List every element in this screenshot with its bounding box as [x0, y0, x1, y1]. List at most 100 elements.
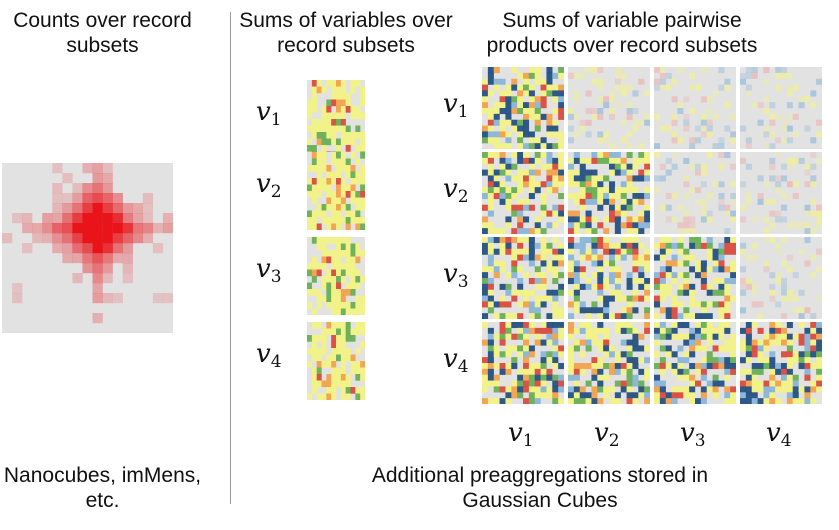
heatmap-cell: [552, 357, 559, 364]
heatmap-cell: [654, 363, 661, 370]
heatmap-cell: [326, 387, 332, 394]
heatmap-cell: [706, 193, 713, 200]
heatmap-cell: [769, 289, 776, 296]
heatmap-cell: [585, 157, 592, 164]
heatmap-cell: [316, 361, 322, 368]
heatmap-cell: [683, 278, 690, 285]
heatmap-cell: [568, 254, 575, 261]
heatmap-cell: [528, 248, 535, 255]
heatmap-cell: [671, 254, 678, 261]
heatmap-cell: [360, 152, 365, 159]
heatmap-cell: [62, 173, 73, 184]
heatmap-cell: [487, 187, 494, 194]
var-base: v: [443, 259, 458, 289]
heatmap-cell: [626, 272, 633, 279]
heatmap-cell: [487, 363, 494, 370]
heatmap-cell: [534, 363, 541, 370]
heatmap-cell: [528, 374, 535, 381]
heatmap-cell: [523, 301, 530, 308]
heatmap-cell: [499, 351, 506, 358]
var-base: v: [443, 174, 458, 204]
heatmap-cell: [568, 175, 575, 182]
heatmap-cell: [487, 266, 494, 273]
heatmap-cell: [552, 351, 559, 358]
heatmap-cell: [712, 266, 719, 273]
heatmap-cell: [609, 152, 616, 159]
heatmap-cell: [644, 222, 650, 229]
heatmap-cell: [505, 301, 512, 308]
heatmap-cell: [677, 374, 684, 381]
heatmap-cell: [523, 228, 530, 234]
heatmap-cell: [316, 158, 322, 166]
heatmap-cell: [493, 108, 500, 115]
heatmap-cell: [487, 210, 494, 217]
heatmap-cell: [659, 295, 666, 302]
heatmap-cell: [724, 322, 731, 329]
heatmap-cell: [665, 313, 672, 319]
heatmap-cell: [816, 248, 822, 255]
heatmap-cell: [558, 333, 564, 340]
heatmap-cell: [609, 163, 616, 170]
heatmap-cell: [591, 248, 598, 255]
heatmap-cell: [493, 152, 500, 159]
heatmap-cell: [311, 308, 317, 315]
heatmap-cell: [523, 143, 530, 149]
heatmap-cell: [92, 313, 103, 324]
heatmap-cell: [540, 96, 547, 103]
heatmap-cell: [487, 137, 494, 144]
heatmap-cell: [626, 374, 633, 381]
heatmap-cell: [345, 348, 351, 355]
heatmap-cell: [558, 67, 564, 74]
heatmap-cell: [307, 223, 313, 230]
heatmap-cell: [689, 228, 696, 234]
heatmap-cell: [620, 339, 627, 346]
heatmap-cell: [626, 152, 633, 159]
heatmap-cell: [644, 210, 650, 217]
heatmap-cell: [798, 386, 805, 393]
heatmap-cell: [603, 333, 610, 340]
heatmap-cell: [132, 233, 144, 244]
heatmap-cell: [626, 187, 633, 194]
heatmap-cell: [355, 374, 361, 381]
heatmap-cell: [620, 313, 627, 319]
var-sub: 4: [780, 431, 792, 451]
heatmap-cell: [585, 313, 592, 319]
heatmap-cell: [511, 289, 518, 296]
heatmap-cell: [730, 193, 736, 200]
heatmap-cell: [614, 327, 621, 334]
heatmap-cell: [92, 243, 103, 254]
heatmap-cell: [307, 348, 313, 355]
heatmap-cell: [345, 93, 351, 100]
heatmap-cell: [786, 357, 793, 364]
heatmap-cell: [603, 157, 610, 164]
heatmap-cell: [340, 341, 346, 349]
heatmap-cell: [487, 222, 494, 229]
heatmap-cell: [798, 398, 805, 404]
heatmap-cell: [528, 175, 535, 182]
heatmap-cell: [757, 327, 764, 334]
heatmap-cell: [505, 90, 512, 97]
heatmap-cell: [487, 72, 494, 79]
heatmap-cell: [706, 125, 713, 132]
heatmap-cell: [132, 203, 144, 214]
heatmap-cell: [804, 237, 811, 244]
heatmap-cell: [505, 204, 512, 211]
heatmap-cell: [695, 169, 702, 176]
heatmap-cell: [614, 84, 621, 91]
heatmap-cell: [700, 163, 707, 170]
heatmap-cell: [730, 398, 736, 404]
heatmap-cell: [718, 193, 725, 200]
heatmap-cell: [654, 143, 661, 149]
heatmap-cell: [499, 363, 506, 370]
heatmap-cell: [316, 80, 322, 87]
heatmap-cell: [62, 253, 73, 264]
var-base: v: [443, 89, 458, 119]
heatmap-cell: [786, 254, 793, 261]
heatmap-cell: [311, 178, 317, 185]
heatmap-cell: [751, 339, 758, 346]
heatmap-cell: [493, 131, 500, 138]
heatmap-cell: [597, 272, 604, 279]
heatmap-cell: [546, 113, 553, 120]
heatmap-cell: [638, 119, 645, 126]
heatmap-cell: [597, 113, 604, 120]
